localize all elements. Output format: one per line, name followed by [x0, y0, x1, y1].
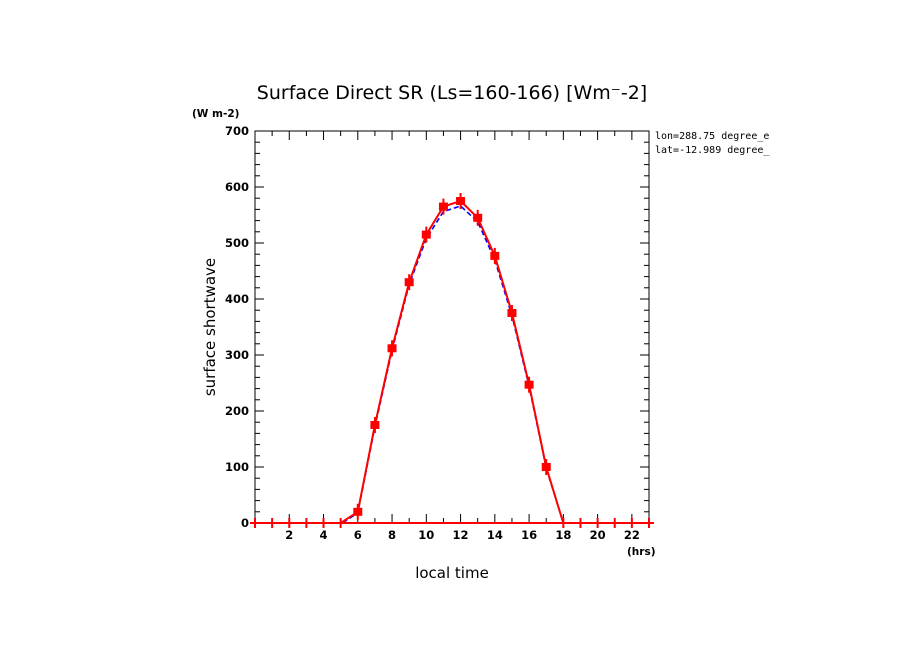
y-tick-label: 600	[225, 180, 249, 194]
series-1-line	[255, 199, 565, 524]
annotation-lat: lat=-12.989 degree_	[655, 145, 770, 156]
y-tick-label: 300	[225, 348, 249, 362]
y-tick-label: 400	[225, 292, 249, 306]
series-0-line	[255, 205, 565, 524]
y-tick-label: 100	[225, 460, 249, 474]
plot-frame	[254, 130, 650, 524]
x-axis-units: (hrs)	[627, 546, 656, 558]
x-tick-label: 14	[487, 528, 503, 542]
y-axis: 0 100 200 300 400 500 600 700	[225, 124, 649, 530]
x-tick-label: 22	[624, 528, 640, 542]
series-1-point	[370, 417, 380, 433]
y-axis-units: (W m-2)	[192, 108, 239, 120]
series-layer	[250, 193, 654, 528]
x-tick-label: 2	[285, 528, 293, 542]
y-tick-label: 500	[225, 236, 249, 250]
x-tick-label: 18	[555, 528, 571, 542]
series-1-point	[456, 193, 466, 209]
x-tick-label: 6	[354, 528, 362, 542]
chart-title: Surface Direct SR (Ls=160-166) [Wm⁻-2]	[257, 82, 647, 104]
series-1-point	[473, 209, 483, 226]
y-tick-label: 0	[241, 516, 249, 530]
series-1-point	[353, 503, 363, 520]
y-axis-label: surface shortwave	[201, 258, 219, 396]
x-tick-label: 20	[590, 528, 606, 542]
x-axis-label: local time	[415, 564, 489, 582]
x-tick-label: 12	[453, 528, 469, 542]
series-1-point	[404, 274, 414, 291]
series-1-point	[490, 247, 500, 264]
x-tick-label: 16	[521, 528, 537, 542]
series-1-point	[387, 340, 397, 357]
annotation-lon: lon=288.75 degree_e	[655, 131, 769, 142]
x-tick-label: 8	[388, 528, 396, 542]
x-tick-label: 4	[320, 528, 328, 542]
series-1-point	[524, 376, 534, 393]
series-1-point	[421, 226, 431, 243]
plot-border	[254, 130, 650, 524]
x-tick-label: 10	[418, 528, 434, 542]
y-tick-label: 700	[225, 124, 249, 138]
series-1-point	[438, 198, 448, 215]
series-1-point	[507, 305, 517, 321]
x-axis: 2 4 6 8 10 12 14 16 18 20 22	[254, 131, 650, 542]
y-tick-label: 200	[225, 404, 249, 418]
series-1-point	[541, 459, 551, 475]
